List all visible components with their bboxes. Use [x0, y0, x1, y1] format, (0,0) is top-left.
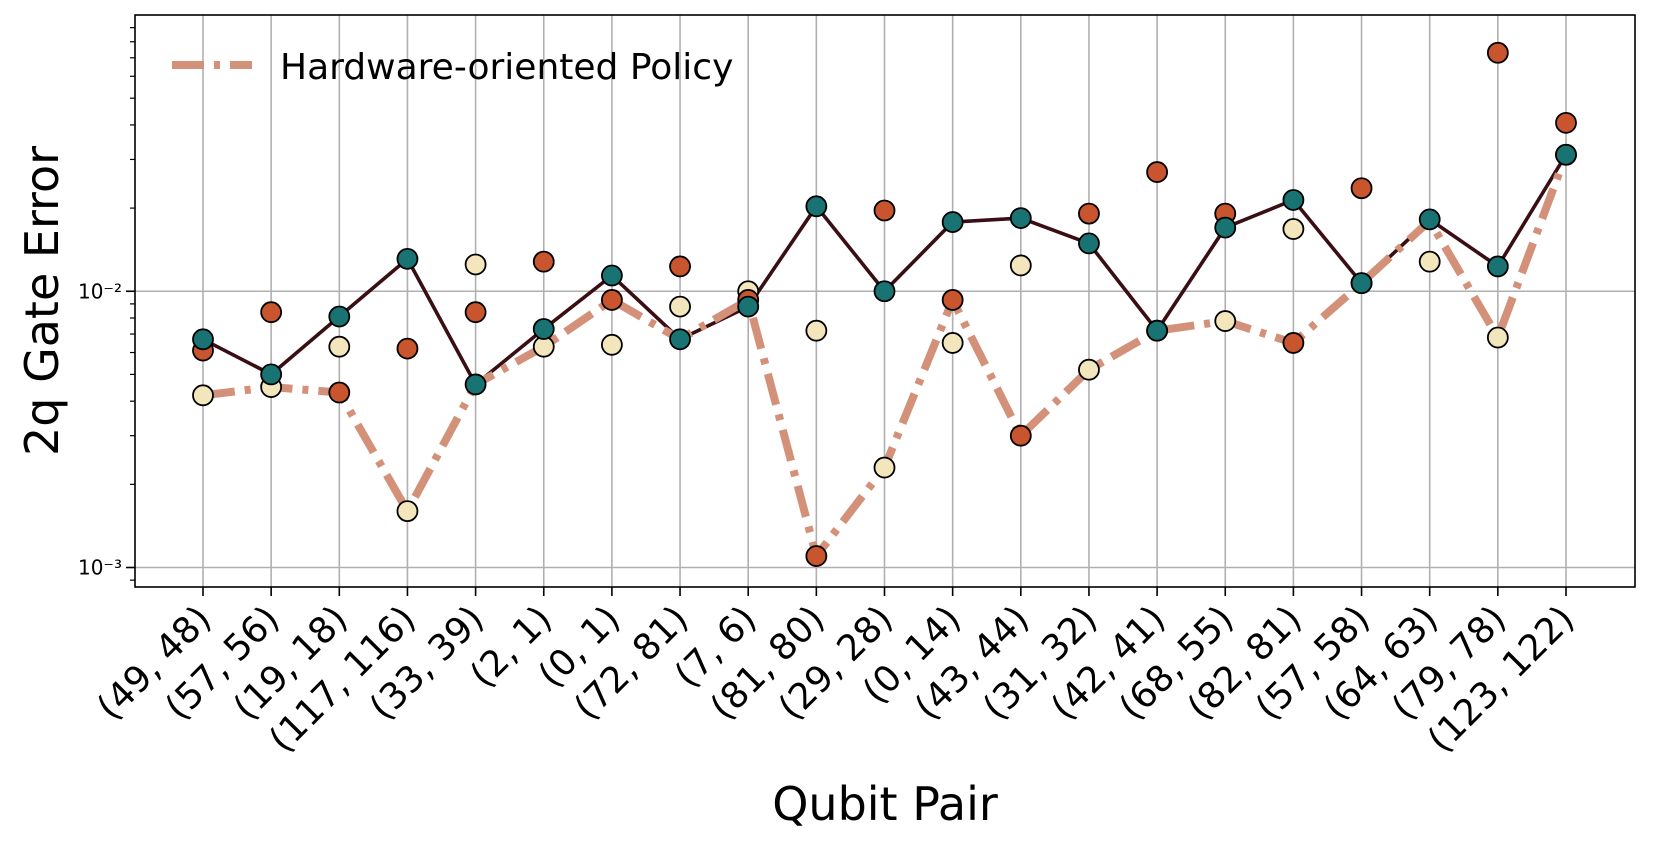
series-4-point	[260, 301, 283, 324]
series-0-point	[805, 195, 828, 218]
series-0-point	[1555, 143, 1577, 166]
series-0-point	[396, 247, 419, 270]
series-3-point	[328, 335, 351, 358]
series-3-point	[1009, 254, 1032, 277]
series-0-point	[532, 318, 555, 340]
y-tick-label: 10⁻²	[78, 279, 122, 303]
series-0-point	[1282, 189, 1305, 211]
series-0-point	[1350, 272, 1373, 295]
legend: Hardware-oriented Policy	[172, 47, 733, 88]
series-3-point	[1418, 250, 1441, 273]
series-3-point	[1282, 218, 1305, 240]
series-2-point	[601, 289, 623, 311]
series-2-point	[532, 250, 555, 273]
series-0-point	[601, 264, 623, 287]
series-3-point	[192, 384, 214, 407]
series-2-point	[1146, 161, 1168, 183]
series-0-point	[1078, 232, 1100, 255]
series-3-point	[1214, 310, 1237, 332]
series-0-point	[1009, 207, 1032, 229]
series-2-point	[1282, 332, 1305, 354]
series-3-point	[669, 295, 691, 318]
series-2-point	[464, 301, 487, 324]
series-2-point	[1009, 424, 1032, 447]
series-0-point	[260, 363, 283, 386]
series-3-point	[601, 333, 623, 356]
series-2-point	[1555, 111, 1577, 134]
series-3-point	[1078, 358, 1100, 381]
series-0-point	[1418, 208, 1441, 231]
series-3-point	[873, 456, 896, 479]
legend-label: Hardware-oriented Policy	[280, 47, 733, 88]
series-2-point	[805, 545, 828, 567]
y-tick-label: 10⁻³	[78, 556, 122, 580]
series-0-point	[669, 328, 691, 351]
series-0-point	[192, 328, 214, 351]
series-0-point	[328, 305, 351, 328]
series-0-point	[1486, 255, 1509, 278]
series-3-point	[464, 253, 487, 276]
grid-layer	[135, 15, 1635, 587]
series-2-point	[396, 337, 419, 360]
series-0-point	[1146, 319, 1168, 342]
series-3-point	[941, 332, 964, 354]
series-2-point	[1486, 41, 1509, 64]
series-3-point	[805, 319, 828, 342]
series-0-point	[737, 295, 760, 318]
series-2-point	[941, 289, 964, 311]
series-2-point	[669, 255, 691, 278]
series-0-point	[941, 211, 964, 233]
x-axis-label: Qubit Pair	[772, 777, 998, 831]
y-axis-label: 2q Gate Error	[15, 146, 69, 456]
series-0-point	[1214, 216, 1237, 239]
series-2-point	[1078, 202, 1100, 225]
series-2-point	[1350, 177, 1373, 200]
marker-layer	[192, 41, 1577, 567]
series-2-point	[328, 381, 351, 404]
series-0-point	[873, 280, 896, 303]
series-3-point	[396, 500, 419, 523]
series-0-point	[464, 373, 487, 396]
tick-layer: (49, 48)(57, 56)(19, 18)(117, 116)(33, 3…	[78, 27, 1582, 761]
series-2-point	[873, 199, 896, 222]
series-3-point	[1486, 326, 1509, 349]
